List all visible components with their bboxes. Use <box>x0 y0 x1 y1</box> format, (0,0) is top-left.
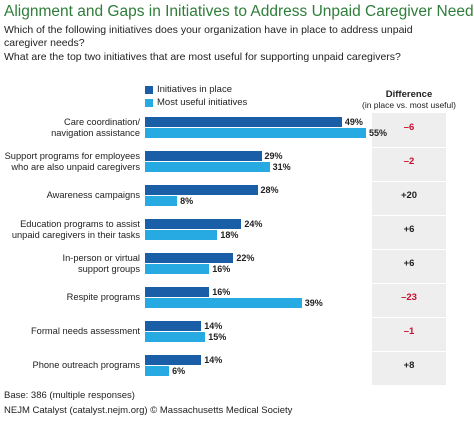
value-label: 29% <box>264 151 283 161</box>
bar <box>145 185 258 195</box>
bar <box>145 117 342 127</box>
category-label: Support programs for employees who are a… <box>4 150 140 172</box>
value-label: 39% <box>304 298 323 308</box>
value-label: 22% <box>236 253 255 263</box>
bar <box>145 253 234 263</box>
row-separator <box>372 215 446 216</box>
value-label: 16% <box>212 264 231 274</box>
bar <box>145 151 262 161</box>
category-label: Formal needs assessment <box>30 326 140 336</box>
bar <box>145 298 302 308</box>
difference-value: –1 <box>403 325 415 337</box>
difference-value: –2 <box>403 155 415 167</box>
legend-swatch <box>145 86 153 94</box>
bar <box>145 366 170 376</box>
difference-value: +20 <box>400 189 418 201</box>
value-label: 16% <box>212 287 231 297</box>
bar <box>145 219 242 229</box>
difference-value: +8 <box>403 359 415 371</box>
value-label: 8% <box>180 196 194 206</box>
bar <box>145 162 270 172</box>
category-label: Education programs to assist unpaid care… <box>11 218 140 240</box>
category-label: Phone outreach programs <box>32 360 141 370</box>
value-label: 31% <box>272 162 291 172</box>
difference-value: –23 <box>401 291 417 303</box>
difference-value: +6 <box>403 223 415 235</box>
legend-swatch <box>145 99 153 107</box>
value-label: 14% <box>204 355 223 365</box>
category-label: In-person or virtual support groups <box>62 252 140 274</box>
row-separator <box>372 249 446 250</box>
value-label: 28% <box>260 185 279 195</box>
difference-value: +6 <box>403 257 415 269</box>
question: What are the top two initiatives that ar… <box>4 51 401 63</box>
row-separator <box>372 147 446 148</box>
difference-subtitle: (in place vs. most useful) <box>361 100 456 110</box>
question: Which of the following initiatives does … <box>4 24 413 49</box>
bar <box>145 196 178 206</box>
difference-value: –6 <box>403 121 415 133</box>
source: NEJM Catalyst (catalyst.nejm.org) © Mass… <box>4 405 293 416</box>
bar <box>145 321 202 331</box>
row-separator <box>372 283 446 284</box>
category-label: Care coordination/ navigation assistance <box>51 116 140 138</box>
row-separator <box>372 317 446 318</box>
legend-label: Initiatives in place <box>157 84 232 95</box>
difference-title: Difference <box>385 89 433 100</box>
bar <box>145 230 218 240</box>
value-label: 18% <box>220 230 239 240</box>
value-label: 49% <box>344 117 363 127</box>
category-label: Awareness campaigns <box>46 190 140 200</box>
value-label: 15% <box>208 332 227 342</box>
category-label: Respite programs <box>66 292 140 302</box>
bar <box>145 355 202 365</box>
bar <box>145 287 210 297</box>
row-separator <box>372 351 446 352</box>
bar <box>145 332 206 342</box>
row-separator <box>372 181 446 182</box>
note: Base: 386 (multiple responses) <box>4 390 135 401</box>
chart-title: Alignment and Gaps in Initiatives to Add… <box>4 3 474 20</box>
value-label: 24% <box>244 219 263 229</box>
value-label: 55% <box>369 128 388 138</box>
bar <box>145 264 210 274</box>
value-label: 6% <box>172 366 186 376</box>
legend-label: Most useful initiatives <box>157 97 248 108</box>
bar <box>145 128 366 138</box>
value-label: 14% <box>204 321 223 331</box>
